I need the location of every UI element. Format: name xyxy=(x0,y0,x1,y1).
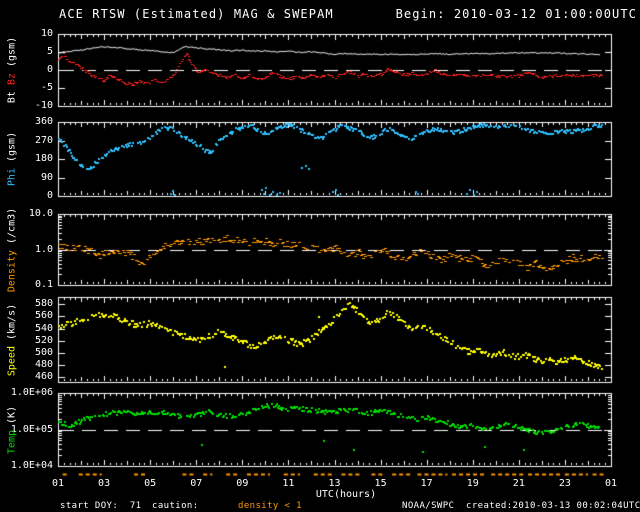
plot-canvas xyxy=(0,0,640,512)
ace-rtsw-plot-window: ACE RTSW (Estimated) MAG & SWEPAM Begin:… xyxy=(0,0,640,512)
